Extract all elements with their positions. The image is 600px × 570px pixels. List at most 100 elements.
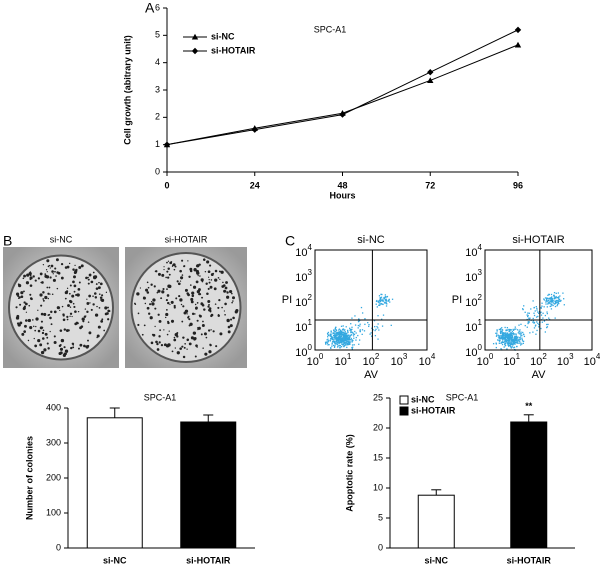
- bar: [86, 417, 143, 549]
- event: [553, 303, 556, 305]
- event: [341, 337, 343, 340]
- colony: [186, 348, 188, 350]
- event: [339, 339, 341, 341]
- event: [347, 330, 349, 332]
- colony: [215, 345, 218, 348]
- colony: [100, 320, 104, 323]
- colony: [42, 299, 45, 302]
- event: [342, 333, 345, 335]
- colony: [21, 332, 25, 336]
- colony: [136, 292, 140, 296]
- event: [513, 336, 516, 338]
- colony: [156, 291, 159, 294]
- x-tick-label: 101: [335, 352, 352, 368]
- event: [518, 342, 521, 344]
- event: [509, 335, 511, 338]
- error-bar: [523, 414, 534, 422]
- colony: [229, 318, 233, 321]
- event: [346, 337, 348, 339]
- colony: [40, 304, 43, 307]
- x-axis-label: AV: [364, 369, 379, 381]
- colony: [42, 264, 45, 266]
- event: [378, 299, 381, 302]
- event: [338, 340, 340, 342]
- event: [510, 339, 512, 341]
- event: [348, 339, 351, 341]
- event: [337, 331, 340, 334]
- legend-label: si-HOTAIR: [411, 405, 456, 415]
- event: [346, 340, 348, 343]
- event: [501, 337, 503, 339]
- event: [547, 300, 549, 302]
- event: [504, 326, 506, 329]
- marker: [163, 141, 171, 148]
- tick-exponent: 0: [489, 352, 494, 361]
- event: [527, 315, 529, 318]
- colony: [221, 306, 223, 309]
- event: [552, 304, 554, 307]
- bar: [180, 421, 237, 549]
- colony: [201, 324, 205, 327]
- flow-frame: [314, 249, 428, 351]
- colony: [25, 302, 28, 306]
- event: [528, 317, 530, 319]
- colony: [48, 264, 51, 267]
- event: [384, 299, 387, 301]
- event: [505, 339, 507, 341]
- colony: [107, 318, 110, 321]
- colony: [223, 310, 225, 312]
- event: [535, 306, 537, 308]
- event: [516, 342, 519, 344]
- event: [504, 345, 506, 347]
- y-tick-label: 3: [155, 84, 160, 94]
- event: [368, 323, 370, 326]
- event: [556, 303, 559, 306]
- event: [336, 332, 339, 334]
- colony: [210, 279, 213, 281]
- colony: [159, 329, 162, 332]
- colony: [104, 306, 108, 310]
- event: [513, 339, 516, 341]
- colony: [68, 262, 71, 265]
- colony: [146, 291, 150, 294]
- colony: [60, 276, 64, 280]
- colony: [63, 346, 66, 349]
- colony: [96, 305, 98, 308]
- event: [341, 330, 343, 332]
- event: [516, 345, 518, 348]
- event: [551, 296, 553, 298]
- event: [344, 334, 347, 337]
- colony: [177, 282, 181, 286]
- event: [550, 300, 552, 302]
- colony: [151, 302, 155, 306]
- colony: [103, 329, 106, 332]
- event: [534, 310, 536, 312]
- event: [547, 302, 549, 304]
- event: [335, 326, 337, 329]
- event: [385, 298, 387, 300]
- colony: [51, 293, 54, 296]
- event: [499, 340, 501, 342]
- colony: [188, 318, 191, 321]
- colony: [209, 264, 212, 267]
- colony: [144, 302, 147, 305]
- colony: [93, 275, 97, 280]
- event: [333, 330, 335, 332]
- colony: [86, 298, 88, 300]
- event: [337, 339, 339, 341]
- tick-base: 10: [465, 272, 477, 284]
- tick-base: 10: [530, 356, 542, 368]
- event: [387, 300, 389, 302]
- event: [343, 329, 345, 331]
- event: [355, 336, 357, 339]
- event: [367, 321, 369, 324]
- colony: [149, 316, 153, 320]
- panel-label: C: [285, 233, 295, 249]
- colony: [40, 312, 44, 316]
- event: [348, 341, 350, 343]
- colony: [208, 278, 210, 281]
- event: [533, 327, 536, 329]
- event: [384, 296, 387, 298]
- tick-base: 10: [335, 356, 347, 368]
- colony: [29, 274, 32, 277]
